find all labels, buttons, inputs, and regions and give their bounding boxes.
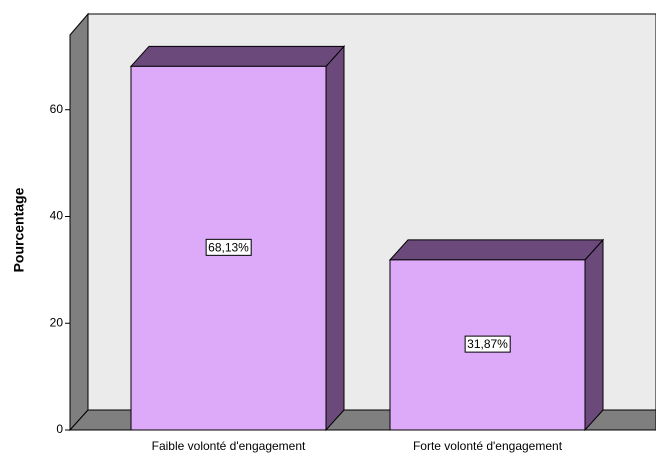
y-axis-label: Pourcentage xyxy=(11,187,27,272)
y-tick-label: 60 xyxy=(50,102,64,116)
bar-top xyxy=(129,45,346,67)
y-tick-label: 20 xyxy=(50,315,64,329)
value-label: 31,87% xyxy=(467,337,508,351)
value-label-box xyxy=(464,335,511,353)
y-tick-label: 40 xyxy=(50,209,64,223)
bar-side xyxy=(325,45,345,432)
value-label-box xyxy=(205,238,252,256)
bar-top xyxy=(388,239,605,261)
bar-side xyxy=(584,238,604,432)
side-wall xyxy=(69,12,89,432)
x-tick-label: Faible volonté d'engagement xyxy=(152,439,306,453)
x-tick-label: Forte volonté d'engagement xyxy=(413,439,563,453)
value-label: 68,13% xyxy=(208,240,249,254)
y-tick-label: 0 xyxy=(56,422,63,436)
